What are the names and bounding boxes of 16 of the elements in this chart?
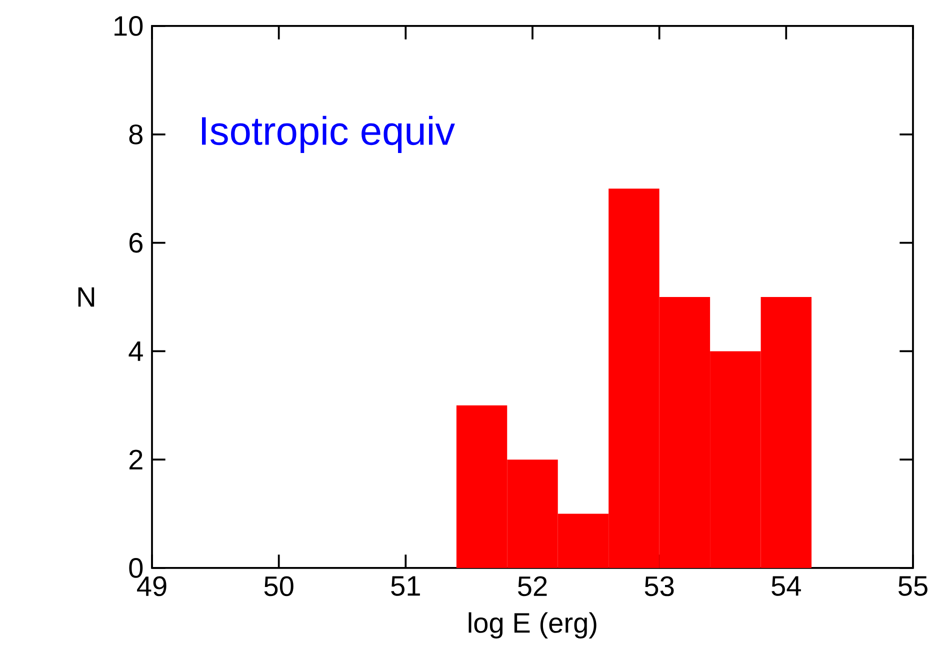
y-tick-label: 4 bbox=[128, 342, 143, 361]
x-tick-label: 54 bbox=[772, 576, 801, 596]
y-tick-label: 6 bbox=[130, 232, 142, 253]
y-tick-label: 0 bbox=[129, 558, 143, 578]
y-tick-label: 10 bbox=[114, 16, 143, 36]
x-tick-label: 55 bbox=[898, 576, 928, 596]
x-tick-label: 52 bbox=[518, 576, 547, 596]
y-axis-title: N bbox=[78, 287, 94, 307]
annotation: Isotropic equiv bbox=[202, 116, 455, 153]
x-tick-label: 49 bbox=[137, 576, 166, 596]
y-tick-label: 2 bbox=[129, 450, 142, 470]
x-tick-label: 50 bbox=[264, 576, 294, 596]
y-tick-label: 8 bbox=[129, 124, 142, 144]
x-axis-title: log E (erg) bbox=[468, 612, 596, 638]
x-tick-label: 53 bbox=[644, 576, 674, 596]
x-tick-label: 51 bbox=[391, 576, 420, 596]
